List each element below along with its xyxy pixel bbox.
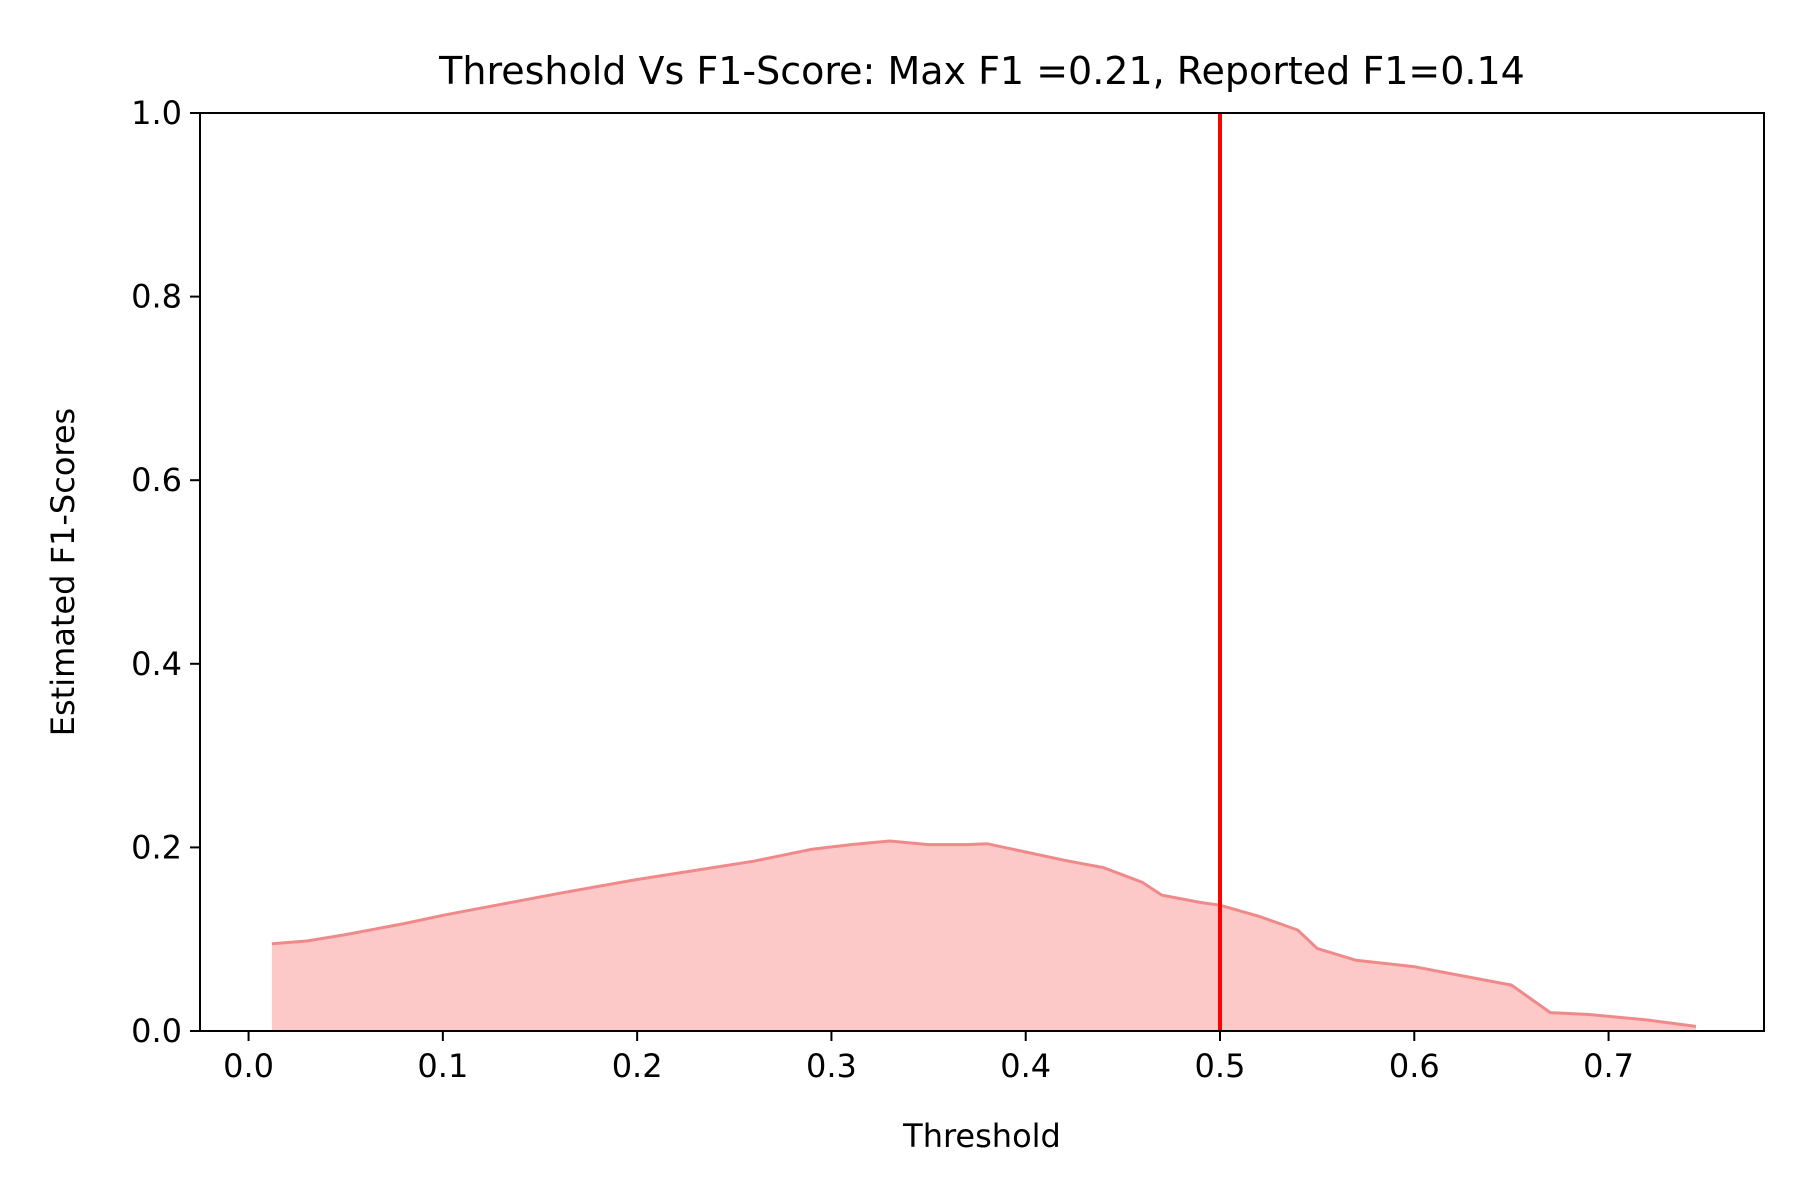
y-tick-label: 0.8 (131, 278, 182, 316)
y-tick-label: 0.4 (131, 645, 182, 683)
f1-area-fill (271, 841, 1696, 1031)
chart-title: Threshold Vs F1-Score: Max F1 =0.21, Rep… (438, 49, 1525, 93)
x-tick-label: 0.3 (806, 1047, 857, 1085)
x-tick-label: 0.2 (612, 1047, 663, 1085)
x-tick-label: 0.4 (1000, 1047, 1051, 1085)
plot-area (271, 113, 1697, 1031)
y-axis-ticks: 0.0 0.2 0.4 0.6 0.8 1.0 (131, 94, 200, 1050)
x-tick-label: 0.5 (1195, 1047, 1246, 1085)
y-tick-label: 0.0 (131, 1012, 182, 1050)
y-tick-label: 0.6 (131, 461, 182, 499)
x-tick-label: 0.0 (223, 1047, 274, 1085)
x-tick-label: 0.1 (417, 1047, 468, 1085)
y-tick-label: 1.0 (131, 94, 182, 132)
y-axis-label: Estimated F1-Scores (44, 408, 82, 736)
x-tick-label: 0.7 (1583, 1047, 1634, 1085)
f1-area-outline (271, 839, 1697, 1028)
x-axis-ticks: 0.0 0.1 0.2 0.3 0.4 0.5 0.6 0.7 (223, 1031, 1634, 1085)
x-axis-label: Threshold (902, 1117, 1061, 1155)
y-tick-label: 0.2 (131, 828, 182, 866)
x-tick-label: 0.6 (1389, 1047, 1440, 1085)
axes-frame (199, 112, 1765, 1032)
